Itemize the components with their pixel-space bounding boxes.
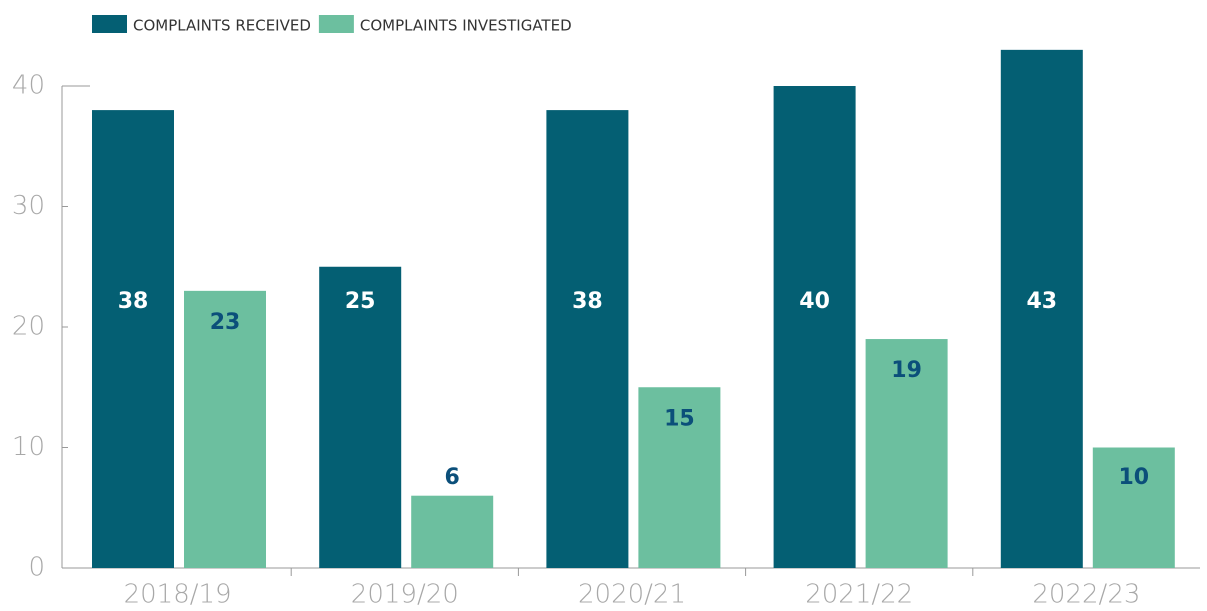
x-tick-label: 2019/20 [351, 580, 459, 610]
value-label: 43 [1026, 289, 1057, 314]
value-label: 38 [572, 289, 603, 314]
bar [865, 339, 948, 568]
y-tick-label: 0 [28, 553, 45, 583]
bar [773, 86, 856, 568]
value-label: 15 [664, 406, 695, 431]
value-label: 23 [210, 310, 241, 335]
bar [184, 290, 266, 568]
value-label: 38 [118, 289, 149, 314]
legend-swatch [318, 15, 354, 33]
x-tick-label: 2021/22 [805, 580, 913, 610]
y-tick-label: 40 [12, 71, 45, 101]
legend-swatch [92, 15, 127, 33]
x-tick-label: 2022/23 [1032, 580, 1140, 610]
bar [319, 266, 402, 568]
value-label: 10 [1118, 465, 1149, 490]
value-label: 6 [445, 465, 460, 490]
x-tick-label: 2018/19 [124, 580, 232, 610]
bar [1000, 49, 1083, 569]
legend-label: COMPLAINTS INVESTIGATED [360, 17, 572, 35]
bar [92, 110, 174, 568]
x-tick-label: 2020/21 [578, 580, 686, 610]
legend-label: COMPLAINTS RECEIVED [133, 17, 311, 35]
y-tick-label: 20 [12, 312, 45, 342]
bar [638, 387, 721, 568]
bar [546, 110, 629, 568]
value-label: 25 [345, 289, 376, 314]
y-tick-label: 10 [12, 432, 45, 462]
bar [411, 495, 494, 568]
value-label: 19 [891, 358, 922, 383]
value-label: 40 [799, 289, 830, 314]
y-tick-label: 30 [12, 191, 45, 221]
bar [1092, 447, 1175, 568]
